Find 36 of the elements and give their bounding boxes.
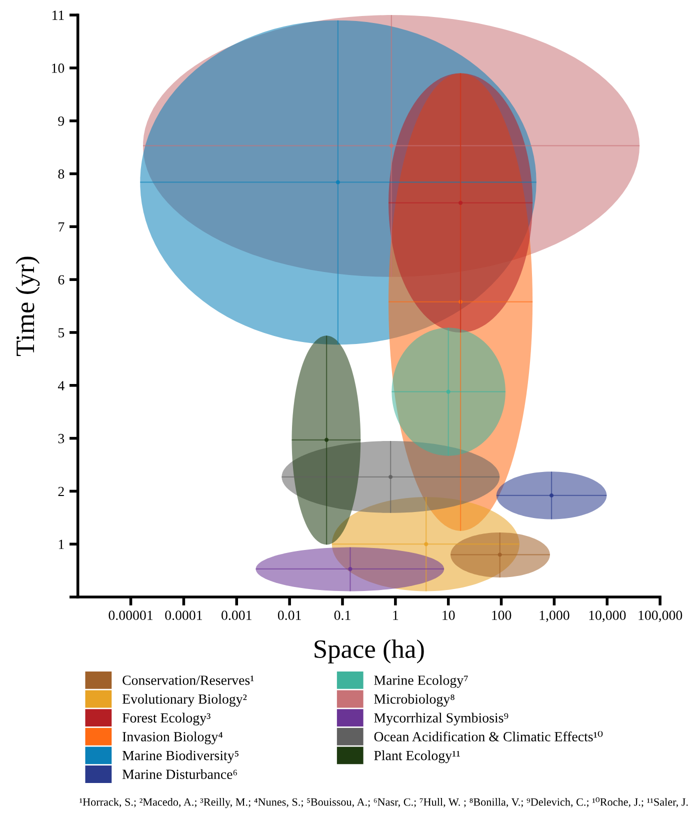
legend-label: Microbiology⁸	[374, 694, 454, 707]
y-axis-title: Time (yr)	[16, 256, 40, 356]
y-tick-label: 4	[58, 381, 64, 390]
x-tick-label: 100,000	[638, 610, 682, 622]
y-tick-label: 6	[58, 275, 64, 285]
legend-label: Forest Ecology³	[122, 712, 210, 726]
legend-label: Evolutionary Biology²	[122, 694, 247, 707]
x-tick-label: 0.01	[278, 610, 301, 620]
y-tick-label: 5	[58, 328, 64, 338]
x-tick-label: 1,000	[540, 610, 570, 622]
y-tick-label: 8	[58, 169, 64, 179]
legend-label: Plant Ecology¹¹	[374, 750, 460, 764]
legend-label: Marine Biodiversity⁵	[122, 750, 238, 764]
x-tick-label: 10,000	[589, 610, 626, 622]
x-tick-label: 10	[442, 610, 455, 620]
x-tick-label: 0.1	[334, 610, 350, 620]
x-tick-label: 0.00001	[108, 610, 153, 620]
x-axis-title: Space (ha)	[314, 639, 424, 664]
x-tick-label: 1	[393, 610, 398, 620]
y-tick-label: 7	[58, 222, 64, 232]
y-tick-label: 2	[58, 486, 64, 496]
legend-label: Ocean Acidification & Climatic Effects¹⁰	[374, 730, 603, 742]
text: ¹Horrack, S.; ²Macedo, A.; ³Reilly, M.; ⁴Nunes, S.; ⁵Bouissou, A.; ⁶Nasr, C.; ⁷Hull, W. ; ⁸Bonilla, V.; ⁹Delevich, C.; ¹⁰Roche, J.; ¹¹Saler, J.	[80, 797, 688, 808]
y-tick-label: 10	[52, 64, 64, 73]
y-tick-label: 11	[52, 10, 64, 20]
x-tick-label: 0.0001	[165, 610, 202, 620]
x-tick-label: 0.001	[222, 610, 252, 620]
legend-label: Marine Disturbance⁶	[122, 769, 237, 780]
legend-label: Mycorrhizal Symbiosis⁹	[374, 712, 508, 726]
y-tick-label: 3	[58, 434, 64, 444]
legend-label: Conservation/Reserves¹	[122, 676, 254, 685]
y-tick-label: 9	[58, 116, 64, 126]
x-tick-label: 100	[492, 610, 512, 620]
legend-label: Invasion Biology⁴	[122, 732, 223, 744]
legend-label: Marine Ecology⁷	[374, 675, 468, 688]
y-tick-label: 1	[58, 540, 64, 549]
